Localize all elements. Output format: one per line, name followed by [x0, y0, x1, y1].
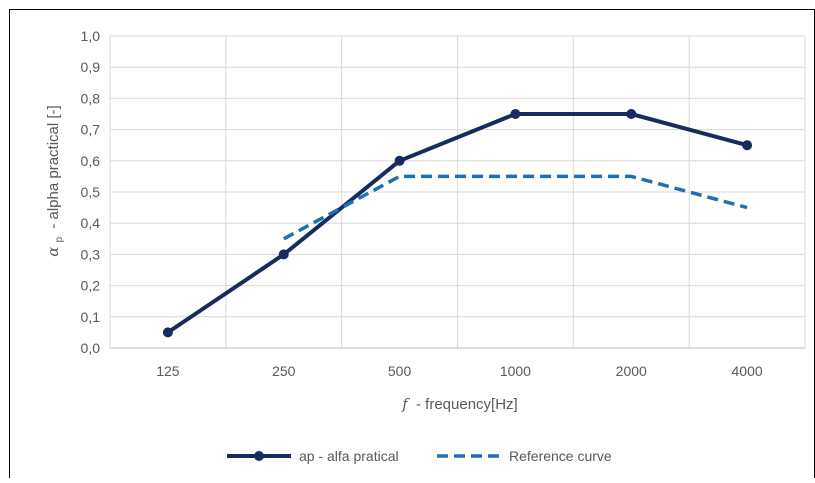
x-tick-label: 1000	[500, 363, 531, 379]
x-tick-label: 250	[272, 363, 296, 379]
y-axis-label: - alpha practical [-]	[45, 105, 62, 228]
x-axis-title: f - frequency[Hz]	[401, 395, 517, 413]
y-tick-label: 0,2	[81, 278, 101, 294]
legend-label-0: ap - alfa pratical	[299, 448, 399, 464]
x-tick-label: 2000	[616, 363, 647, 379]
data-point	[510, 109, 521, 119]
legend: ap - alfa pratical Reference curve	[227, 448, 612, 464]
y-tick-label: 0,4	[81, 215, 101, 231]
x-tick-label: 500	[388, 363, 412, 379]
y-tick-label: 0,7	[81, 122, 101, 138]
data-point	[162, 327, 173, 338]
y-tick-label: 0,0	[81, 340, 101, 356]
y-axis-title: α p - alpha practical [-]	[44, 105, 66, 256]
y-tick-label: 0,9	[81, 59, 101, 75]
chart-border	[9, 9, 815, 480]
x-axis-label: - frequency[Hz]	[416, 396, 518, 413]
data-point	[626, 109, 637, 119]
data-point	[394, 155, 405, 166]
y-tick-label: 0,1	[81, 309, 101, 325]
x-axis-symbol: f	[401, 395, 410, 413]
series-line-0	[166, 112, 748, 335]
y-axis-symbol: α	[44, 247, 62, 257]
y-axis-subscript: p	[54, 236, 65, 242]
legend-label-1: Reference curve	[509, 448, 612, 464]
label-layer: f - frequency[Hz] α p - alpha practical …	[44, 105, 518, 413]
x-tick-label: 125	[156, 363, 180, 379]
data-point	[742, 140, 753, 151]
y-tick-label: 0,3	[81, 246, 101, 262]
y-tick-label: 0,6	[81, 153, 101, 169]
data-point	[278, 249, 289, 260]
y-tick-label: 0,5	[81, 184, 101, 200]
series-line-1	[282, 174, 748, 241]
x-tick-label: 4000	[732, 363, 763, 379]
axis-layer: 0,0 0,1 0,2 0,3 0,4 0,5 0,6 0,7 0,8 0,9 1,0 125 250 5…	[81, 28, 805, 379]
legend-marker	[254, 451, 264, 461]
series-layer	[162, 109, 753, 338]
y-tick-label: 1,0	[81, 28, 101, 44]
y-tick-label: 0,8	[81, 90, 101, 106]
